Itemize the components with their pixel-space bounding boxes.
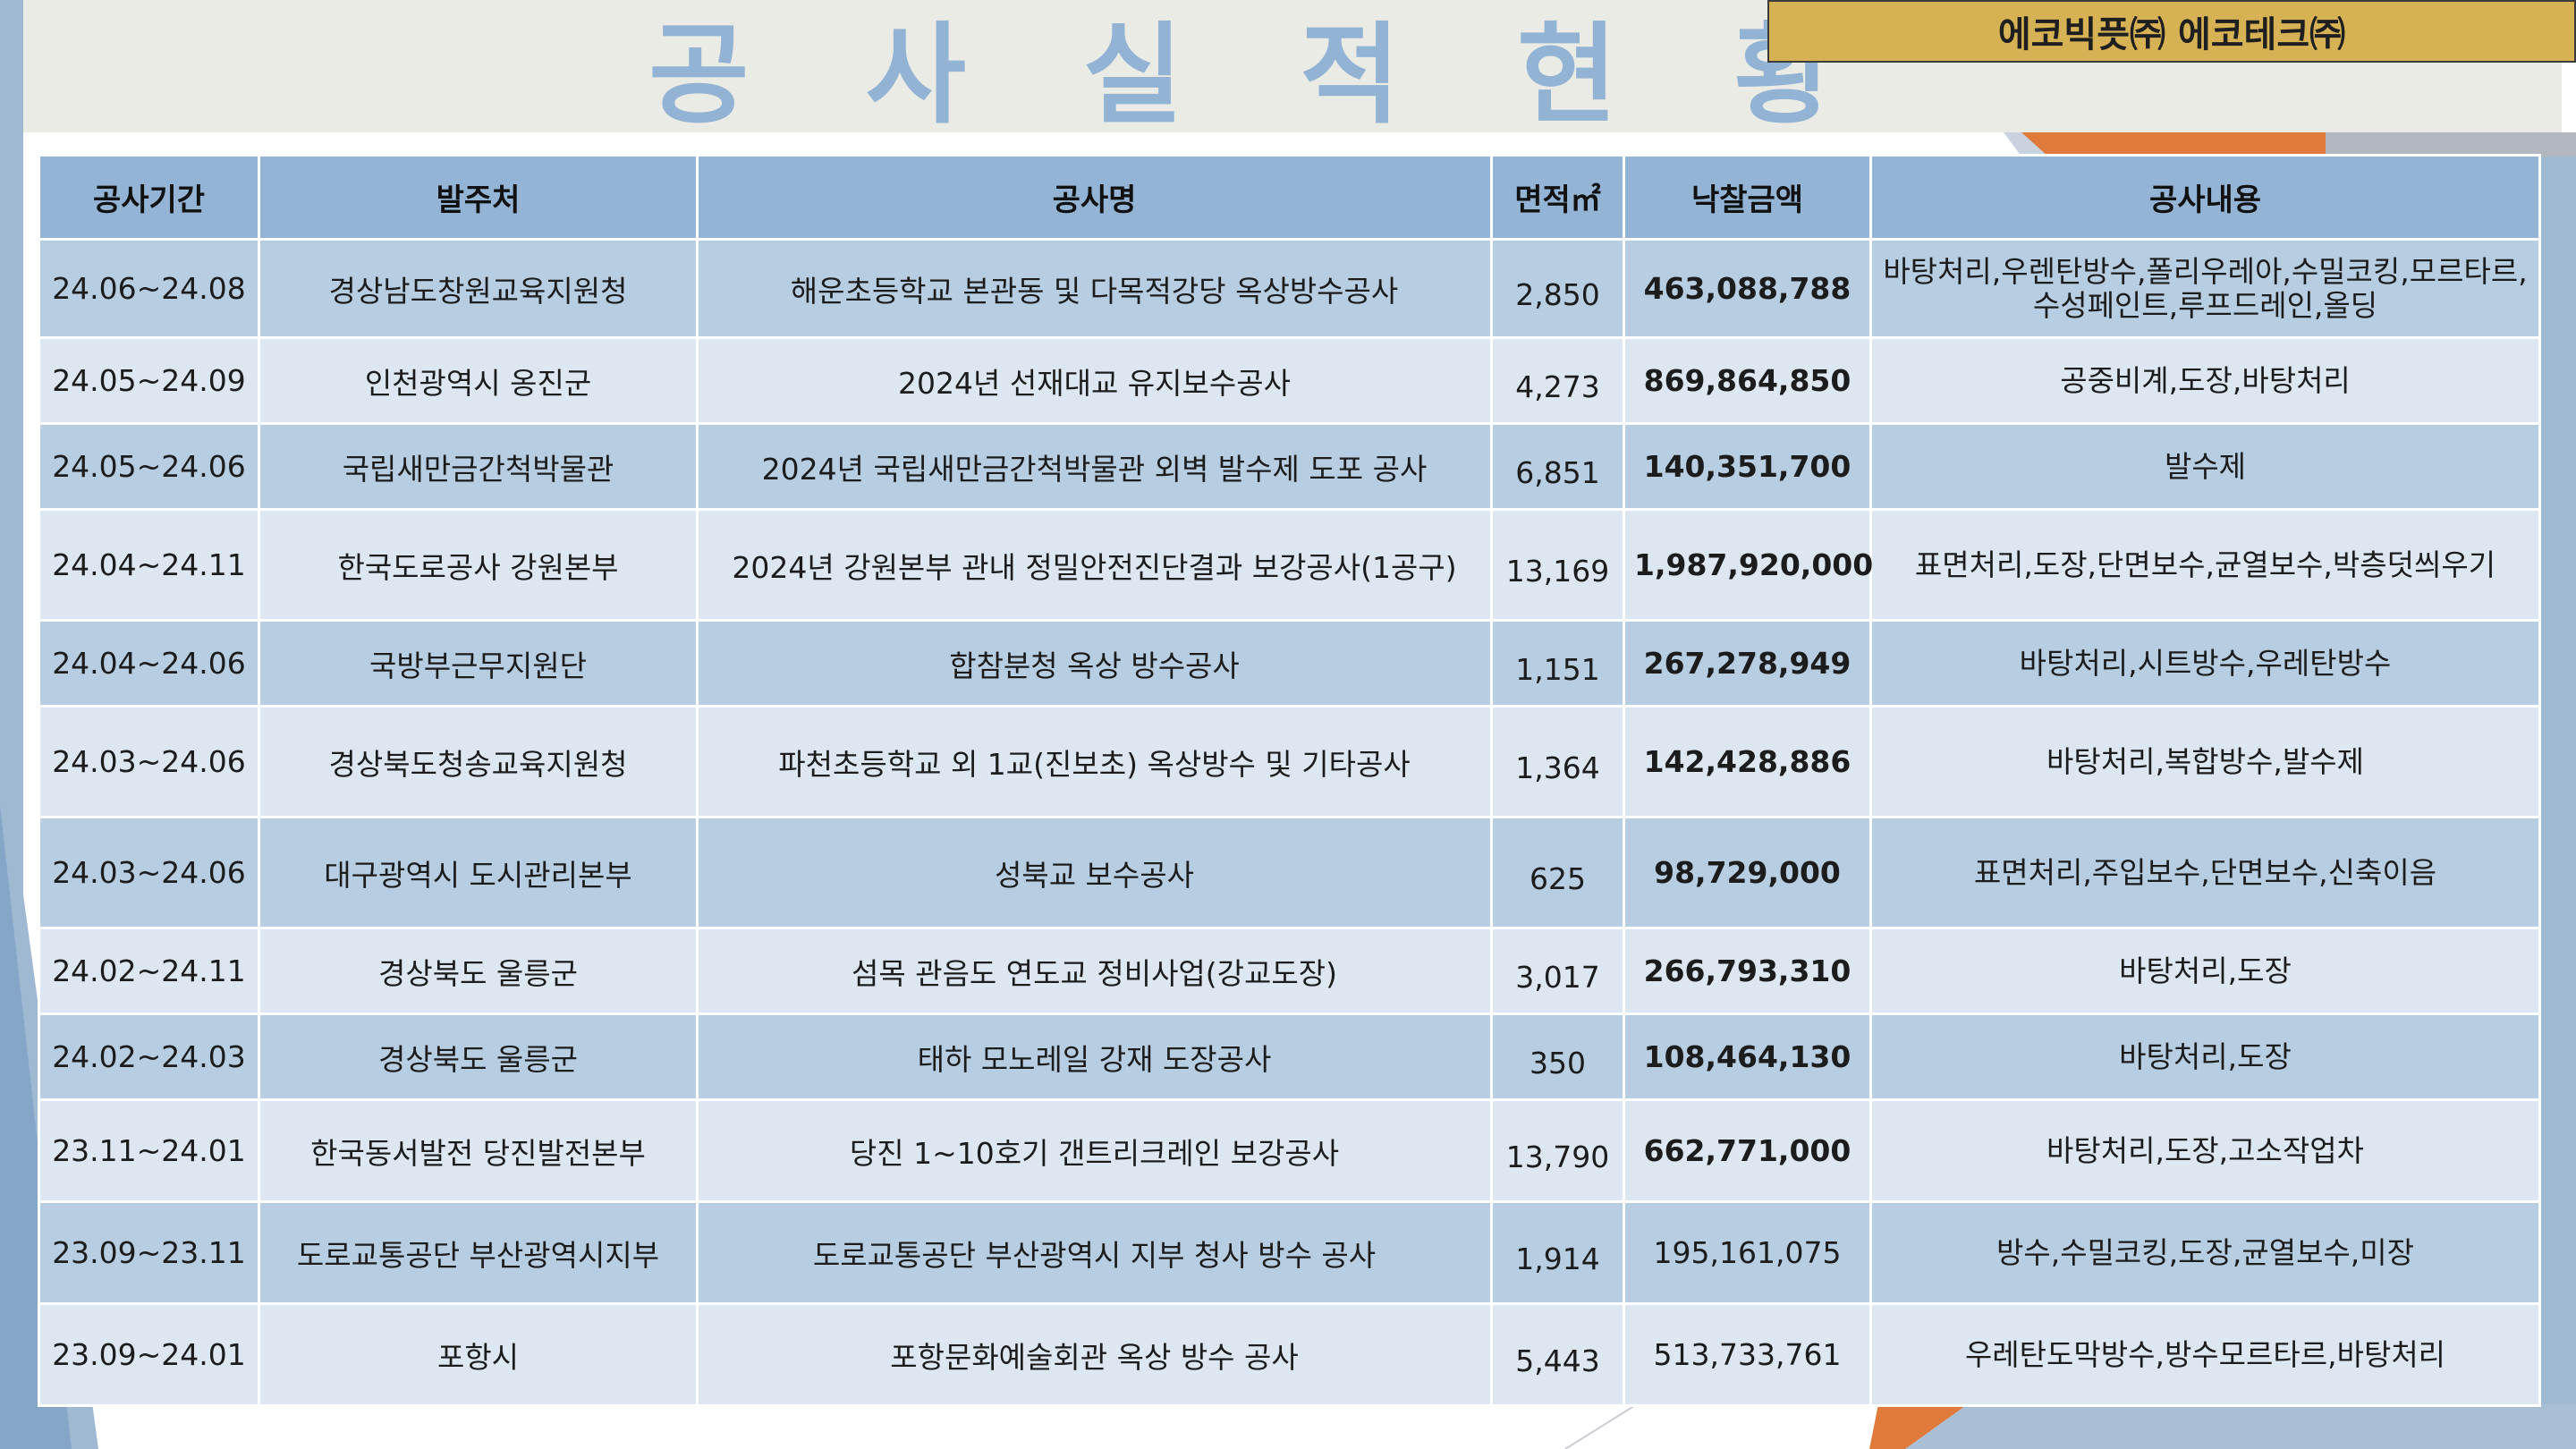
cell-period: 24.06~24.08 [38,238,260,339]
cell-area: 13,790 [1490,1098,1625,1203]
cell-project-name: 2024년 선재대교 유지보수공사 [696,336,1493,425]
cell-period: 24.03~24.06 [38,705,260,818]
cell-project-name: 태하 모노레일 강재 도장공사 [696,1013,1493,1101]
page-title: 공 사 실 적 현 황 [0,4,2576,147]
cell-content: 표면처리,도장,단면보수,균열보수,박층덧씌우기 [1869,508,2541,622]
cell-period: 24.02~24.03 [38,1013,260,1101]
cell-client: 국방부근무지원단 [258,619,699,708]
cell-project-name: 2024년 강원본부 관내 정밀안전진단결과 보강공사(1공구) [696,508,1493,622]
cell-project-name: 2024년 국립새만금간척박물관 외벽 발수제 도포 공사 [696,422,1493,511]
cell-amount: 195,161,075 [1623,1200,1872,1305]
table-row: 23.09~24.01 포항시 포항문화예술회관 옥상 방수 공사 5,443 … [38,1302,2541,1407]
header-content: 공사내용 [1869,154,2541,241]
cell-client: 경상북도 울릉군 [258,1013,699,1101]
header-area: 면적㎡ [1490,154,1625,241]
cell-amount: 463,088,788 [1623,238,1872,339]
cell-period: 24.03~24.06 [38,816,260,929]
cell-project-name: 해운초등학교 본관동 및 다목적강당 옥상방수공사 [696,238,1493,339]
cell-period: 24.02~24.11 [38,927,260,1015]
cell-period: 23.09~24.01 [38,1302,260,1407]
company-badge: 에코빅픗㈜ 에코테크㈜ [1767,0,2576,63]
table-row: 24.04~24.11 한국도로공사 강원본부 2024년 강원본부 관내 정밀… [38,508,2541,622]
cell-project-name: 포항문화예술회관 옥상 방수 공사 [696,1302,1493,1407]
cell-project-name: 파천초등학교 외 1교(진보초) 옥상방수 및 기타공사 [696,705,1493,818]
cell-amount: 142,428,886 [1623,705,1872,818]
cell-client: 한국동서발전 당진발전본부 [258,1098,699,1203]
cell-area: 350 [1490,1013,1625,1101]
page-title-text: 공 사 실 적 현 황 [648,12,1874,139]
table-row: 24.03~24.06 대구광역시 도시관리본부 성북교 보수공사 625 98… [38,816,2541,929]
cell-client: 인천광역시 옹진군 [258,336,699,425]
cell-area: 13,169 [1490,508,1625,622]
cell-project-name: 합참분청 옥상 방수공사 [696,619,1493,708]
cell-client: 한국도로공사 강원본부 [258,508,699,622]
cell-period: 23.11~24.01 [38,1098,260,1203]
cell-content: 바탕처리,도장 [1869,927,2541,1015]
header-amount: 낙찰금액 [1623,154,1872,241]
cell-content: 바탕처리,도장 [1869,1013,2541,1101]
cell-period: 24.04~24.11 [38,508,260,622]
table-row: 24.02~24.03 경상북도 울릉군 태하 모노레일 강재 도장공사 350… [38,1013,2541,1101]
cell-project-name: 당진 1~10호기 갠트리크레인 보강공사 [696,1098,1493,1203]
cell-content: 발수제 [1869,422,2541,511]
cell-project-name: 성북교 보수공사 [696,816,1493,929]
cell-amount: 869,864,850 [1623,336,1872,425]
cell-client: 도로교통공단 부산광역시지부 [258,1200,699,1305]
header-project-name: 공사명 [696,154,1493,241]
table-row: 24.06~24.08 경상남도창원교육지원청 해운초등학교 본관동 및 다목적… [38,238,2541,339]
cell-area: 1,364 [1490,705,1625,818]
cell-client: 대구광역시 도시관리본부 [258,816,699,929]
table-header-row: 공사기간 발주처 공사명 면적㎡ 낙찰금액 공사내용 [38,154,2541,241]
cell-content: 바탕처리,시트방수,우레탄방수 [1869,619,2541,708]
cell-project-name: 도로교통공단 부산광역시 지부 청사 방수 공사 [696,1200,1493,1305]
works-table: 공사기간 발주처 공사명 면적㎡ 낙찰금액 공사내용 24.06~24.08 경… [38,154,2541,1407]
table-row: 24.02~24.11 경상북도 울릉군 섬목 관음도 연도교 정비사업(강교도… [38,927,2541,1015]
table-row: 24.05~24.09 인천광역시 옹진군 2024년 선재대교 유지보수공사 … [38,336,2541,425]
cell-project-name: 섬목 관음도 연도교 정비사업(강교도장) [696,927,1493,1015]
cell-client: 경상북도 울릉군 [258,927,699,1015]
cell-content: 바탕처리,도장,고소작업차 [1869,1098,2541,1203]
cell-content: 공중비계,도장,바탕처리 [1869,336,2541,425]
cell-area: 625 [1490,816,1625,929]
cell-amount: 267,278,949 [1623,619,1872,708]
cell-client: 경상남도창원교육지원청 [258,238,699,339]
cell-client: 경상북도청송교육지원청 [258,705,699,818]
header-period: 공사기간 [38,154,260,241]
cell-amount: 662,771,000 [1623,1098,1872,1203]
cell-period: 24.04~24.06 [38,619,260,708]
header-client: 발주처 [258,154,699,241]
cell-area: 3,017 [1490,927,1625,1015]
cell-content: 방수,수밀코킹,도장,균열보수,미장 [1869,1200,2541,1305]
table-row: 24.05~24.06 국립새만금간척박물관 2024년 국립새만금간척박물관 … [38,422,2541,511]
cell-area: 4,273 [1490,336,1625,425]
cell-period: 23.09~23.11 [38,1200,260,1305]
cell-amount: 266,793,310 [1623,927,1872,1015]
cell-area: 1,151 [1490,619,1625,708]
cell-amount: 1,987,920,000 [1623,508,1873,622]
cell-amount: 513,733,761 [1623,1302,1872,1407]
cell-content: 바탕처리,복합방수,발수제 [1869,705,2541,818]
cell-content: 표면처리,주입보수,단면보수,신축이음 [1869,816,2541,929]
table-row: 24.04~24.06 국방부근무지원단 합참분청 옥상 방수공사 1,151 … [38,619,2541,708]
cell-area: 5,443 [1490,1302,1625,1407]
cell-amount: 140,351,700 [1623,422,1872,511]
cell-period: 24.05~24.09 [38,336,260,425]
table-row: 23.11~24.01 한국동서발전 당진발전본부 당진 1~10호기 갠트리크… [38,1098,2541,1203]
table-row: 24.03~24.06 경상북도청송교육지원청 파천초등학교 외 1교(진보초)… [38,705,2541,818]
cell-area: 1,914 [1490,1200,1625,1305]
table-row: 23.09~23.11 도로교통공단 부산광역시지부 도로교통공단 부산광역시 … [38,1200,2541,1305]
cell-client: 국립새만금간척박물관 [258,422,699,511]
cell-client: 포항시 [258,1302,699,1407]
cell-area: 2,850 [1490,238,1625,339]
cell-amount: 108,464,130 [1623,1013,1872,1101]
cell-area: 6,851 [1490,422,1625,511]
cell-content: 우레탄도막방수,방수모르타르,바탕처리 [1869,1302,2541,1407]
cell-amount: 98,729,000 [1623,816,1872,929]
cell-period: 24.05~24.06 [38,422,260,511]
cell-content: 바탕처리,우렌탄방수,폴리우레아,수밀코킹,모르타르,수성페인트,루프드레인,올… [1869,238,2541,339]
